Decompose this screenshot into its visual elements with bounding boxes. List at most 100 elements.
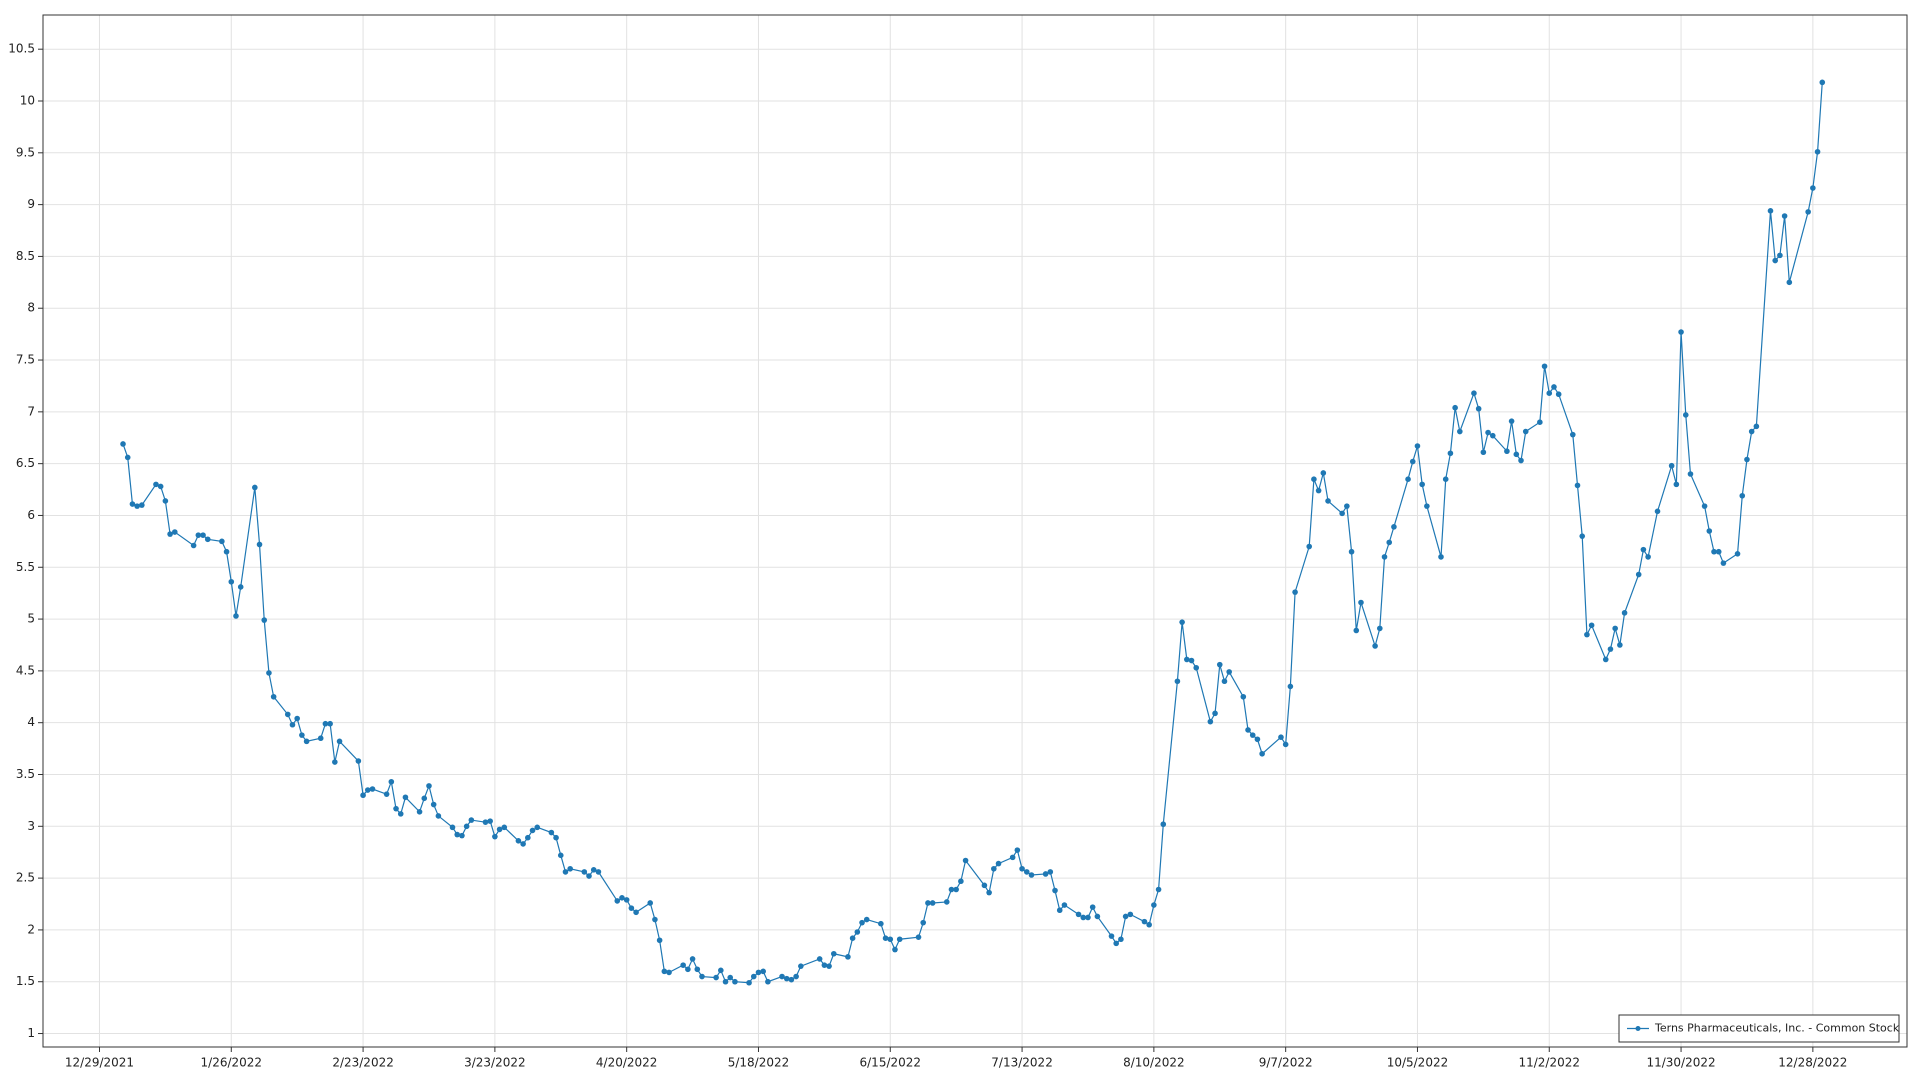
y-tick-label: 9.5	[16, 145, 35, 159]
y-tick-label: 7.5	[16, 353, 35, 367]
x-tick-label: 5/18/2022	[728, 1056, 790, 1070]
data-point	[1245, 727, 1251, 733]
data-point	[402, 794, 409, 801]
data-point	[1146, 921, 1152, 928]
data-point	[190, 542, 197, 549]
data-point	[1240, 693, 1247, 700]
data-point	[534, 824, 541, 831]
data-point	[680, 962, 686, 968]
data-point	[1254, 736, 1261, 743]
data-point	[661, 968, 668, 975]
data-point	[1226, 669, 1232, 675]
data-point	[896, 936, 903, 943]
data-point	[327, 720, 333, 727]
data-point	[1489, 432, 1496, 439]
data-point	[1386, 539, 1393, 546]
data-point	[1282, 741, 1289, 748]
data-point	[1019, 865, 1025, 872]
data-point	[816, 956, 823, 962]
data-point	[525, 834, 531, 841]
data-point	[1089, 904, 1096, 910]
data-point	[529, 827, 536, 834]
data-point	[449, 824, 456, 831]
x-tick-label: 10/5/2022	[1387, 1056, 1449, 1070]
data-point	[1654, 508, 1661, 515]
y-tick-label: 7	[27, 404, 35, 418]
data-point	[633, 909, 639, 916]
data-point	[515, 838, 522, 844]
data-point	[1151, 902, 1157, 908]
data-point	[1174, 678, 1181, 685]
data-point	[1061, 902, 1068, 908]
data-point	[1687, 471, 1694, 477]
data-point	[1513, 451, 1520, 458]
data-point	[1348, 548, 1355, 555]
data-point	[1160, 821, 1167, 828]
data-point	[1155, 886, 1162, 893]
data-point	[652, 916, 658, 923]
y-tick-label: 6	[27, 508, 35, 522]
data-point	[1720, 560, 1727, 566]
data-point	[1579, 533, 1586, 539]
data-point	[426, 783, 432, 789]
data-point	[623, 897, 630, 903]
data-point	[468, 817, 475, 823]
data-point	[120, 441, 126, 447]
data-point	[1584, 631, 1590, 638]
y-tick-label: 4	[27, 715, 35, 729]
data-point	[694, 966, 701, 973]
data-point	[284, 711, 291, 718]
data-point	[925, 900, 931, 906]
data-point	[718, 967, 724, 974]
data-point	[892, 946, 898, 953]
data-point	[920, 919, 927, 926]
data-point	[1781, 213, 1788, 219]
data-point	[1574, 482, 1581, 489]
data-point	[732, 978, 738, 985]
data-point	[1772, 257, 1779, 264]
data-point	[981, 882, 988, 889]
data-point	[887, 936, 894, 943]
data-point	[501, 824, 508, 831]
data-point	[1409, 458, 1416, 465]
data-point	[788, 976, 795, 983]
data-point	[821, 962, 828, 968]
data-point	[482, 819, 489, 825]
data-point	[995, 860, 1002, 867]
data-point	[1555, 391, 1562, 398]
data-point	[1179, 619, 1185, 625]
data-point	[421, 795, 428, 802]
y-tick-label: 2	[27, 922, 35, 936]
data-point	[1184, 656, 1190, 663]
legend-box	[1618, 1014, 1900, 1043]
data-point	[228, 578, 235, 585]
x-tick-label: 9/7/2022	[1259, 1056, 1313, 1070]
data-point	[162, 498, 169, 504]
y-tick-label: 5.5	[16, 560, 35, 574]
data-point	[1014, 847, 1021, 853]
x-tick-label: 11/30/2022	[1646, 1056, 1715, 1070]
data-point	[1546, 390, 1553, 396]
data-point	[520, 841, 526, 847]
data-point	[779, 973, 785, 980]
data-point	[750, 973, 757, 980]
data-point	[167, 531, 173, 537]
data-point	[1122, 913, 1129, 920]
data-point	[153, 481, 159, 488]
x-tick-label: 1/26/2022	[201, 1056, 263, 1070]
data-point	[863, 916, 870, 923]
y-tick-label: 2.5	[16, 871, 35, 885]
data-point	[289, 721, 296, 728]
data-point	[727, 974, 734, 981]
data-point	[317, 735, 324, 742]
data-point	[567, 865, 573, 872]
data-point	[647, 900, 654, 906]
data-point	[435, 813, 442, 819]
x-tick-label: 3/23/2022	[464, 1056, 526, 1070]
data-point	[878, 920, 884, 927]
data-point	[1358, 599, 1364, 606]
data-point	[562, 869, 569, 875]
data-point	[1216, 661, 1223, 668]
data-point	[195, 532, 202, 538]
data-point	[369, 786, 376, 792]
